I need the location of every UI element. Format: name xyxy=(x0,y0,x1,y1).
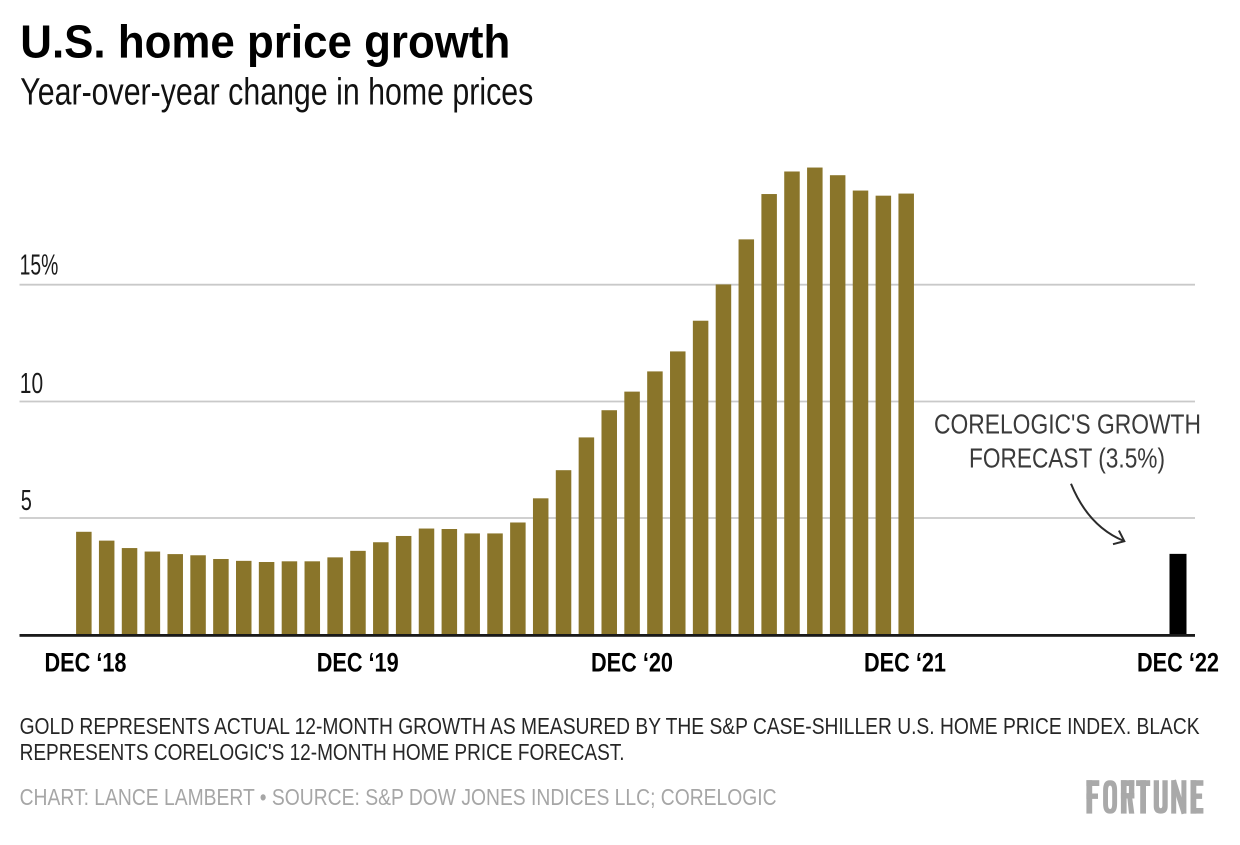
svg-text:FORECAST (3.5%): FORECAST (3.5%) xyxy=(969,443,1165,474)
svg-text:CORELOGIC'S GROWTH: CORELOGIC'S GROWTH xyxy=(934,409,1201,440)
svg-text:DEC ‘21: DEC ‘21 xyxy=(864,647,946,677)
svg-text:DEC ‘18: DEC ‘18 xyxy=(45,647,127,677)
svg-text:DEC ‘20: DEC ‘20 xyxy=(591,647,673,677)
svg-text:DEC ‘22: DEC ‘22 xyxy=(1137,647,1219,677)
svg-text:U.S. home price growth: U.S. home price growth xyxy=(20,15,510,67)
svg-text:GOLD REPRESENTS ACTUAL 12-MONT: GOLD REPRESENTS ACTUAL 12-MONTH GROWTH A… xyxy=(20,713,1201,739)
svg-text:REPRESENTS CORELOGIC'S 12-MONT: REPRESENTS CORELOGIC'S 12-MONTH HOME PRI… xyxy=(20,739,625,765)
svg-text:10: 10 xyxy=(20,368,43,400)
svg-text:CHART: LANCE LAMBERT • SOURCE:: CHART: LANCE LAMBERT • SOURCE: S&P DOW J… xyxy=(20,784,777,810)
svg-text:DEC ‘19: DEC ‘19 xyxy=(317,647,399,677)
svg-text:15%: 15% xyxy=(20,250,59,282)
svg-text:5: 5 xyxy=(21,485,32,517)
svg-text:Year-over-year change in home: Year-over-year change in home prices xyxy=(20,71,533,113)
